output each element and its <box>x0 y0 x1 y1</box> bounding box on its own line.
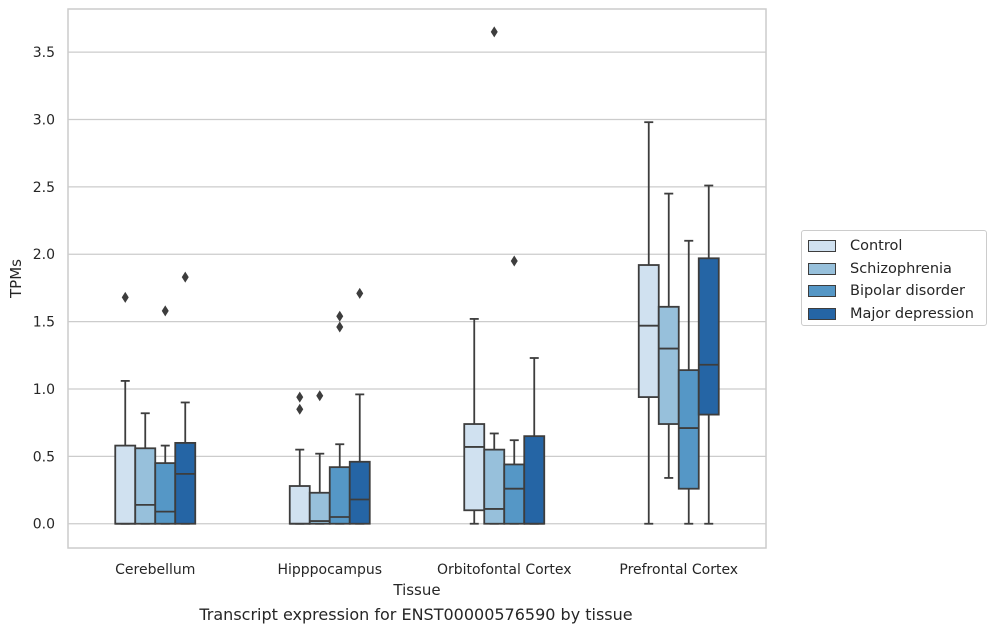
box-iqr <box>154 462 177 525</box>
x-tick-labels: Cerebellum Hipppocampus Orbitofontal Corte… <box>115 562 738 578</box>
legend-swatch <box>808 307 836 320</box>
legend-item: Control <box>808 235 980 258</box>
outlier-point <box>181 271 189 283</box>
x-tick-label: Prefrontal Cortex <box>619 562 738 578</box>
box-2-1 <box>328 310 351 525</box>
box-iqr <box>174 441 197 525</box>
outlier-point <box>356 287 364 299</box>
box-iqr <box>697 257 720 416</box>
y-axis-label: TPMs <box>7 259 25 299</box>
x-tick-label: Orbitofontal Cortex <box>437 562 572 578</box>
box-3-3 <box>697 184 720 525</box>
box-iqr <box>503 463 526 525</box>
box-1-2 <box>483 26 506 525</box>
y-tick-label: 2.5 <box>33 180 55 196</box>
y-tick-labels: 0.0 0.5 1.0 1.5 2.0 2.5 3.0 3.5 <box>33 45 55 533</box>
box-0-2 <box>463 318 486 525</box>
outlier-point <box>121 291 129 303</box>
legend-item: Bipolar disorder <box>808 280 980 303</box>
box-3-0 <box>174 271 197 525</box>
box-0-3 <box>637 121 660 525</box>
legend-label: Control <box>850 238 903 255</box>
box-iqr <box>657 305 680 425</box>
legend-item: Schizophrenia <box>808 258 980 281</box>
gridlines <box>68 51 766 525</box>
legend-swatch <box>808 285 836 298</box>
y-tick-label: 1.0 <box>33 382 55 398</box>
legend-item: Major depression <box>808 303 980 326</box>
box-2-0 <box>154 305 177 525</box>
legend: Control Schizophrenia Bipolar disorder Majo… <box>801 230 987 326</box>
outlier-point <box>510 255 518 267</box>
box-iqr <box>348 460 371 525</box>
box-iqr <box>637 264 660 398</box>
y-tick-label: 3.5 <box>33 45 55 61</box>
plot-frame <box>67 8 767 549</box>
chart-caption: Transcript expression for ENST0000057659… <box>199 605 633 624</box>
outlier-point <box>490 26 498 38</box>
outlier-point <box>336 310 344 322</box>
legend-label: Bipolar disorder <box>850 283 965 300</box>
outlier-point <box>296 391 304 403</box>
x-tick-label: Cerebellum <box>115 562 195 578</box>
y-tick-label: 0.0 <box>33 517 55 533</box>
box-marks <box>114 26 720 525</box>
box-iqr <box>483 448 506 525</box>
legend-label: Schizophrenia <box>850 260 952 277</box>
x-axis-label: Tissue <box>392 581 440 599</box>
legend-swatch <box>808 262 836 275</box>
box-iqr <box>523 435 546 525</box>
y-tick-label: 1.5 <box>33 315 55 331</box>
box-1-0 <box>134 412 157 525</box>
box-iqr <box>328 466 351 525</box>
box-1-3 <box>657 192 680 479</box>
legend-label: Major depression <box>850 305 974 322</box>
box-0-0 <box>114 291 137 525</box>
box-iqr <box>463 423 486 512</box>
box-0-1 <box>288 391 311 525</box>
box-1-1 <box>308 390 331 525</box>
y-tick-label: 0.5 <box>33 449 55 465</box>
box-iqr <box>677 369 700 490</box>
box-3-1 <box>348 287 371 525</box>
box-3-2 <box>523 357 546 525</box>
legend-swatch <box>808 240 836 253</box>
box-iqr <box>134 447 157 525</box>
box-iqr <box>288 485 311 525</box>
box-iqr <box>308 491 331 525</box>
box-2-2 <box>503 255 526 525</box>
outlier-point <box>336 321 344 333</box>
outlier-point <box>296 403 304 415</box>
x-tick-label: Hipppocampus <box>277 562 382 578</box>
box-iqr <box>114 444 137 525</box>
box-2-3 <box>677 239 700 525</box>
y-tick-label: 3.0 <box>33 112 55 128</box>
y-tick-label: 2.0 <box>33 247 55 263</box>
outlier-point <box>161 305 169 317</box>
outlier-point <box>316 390 324 402</box>
